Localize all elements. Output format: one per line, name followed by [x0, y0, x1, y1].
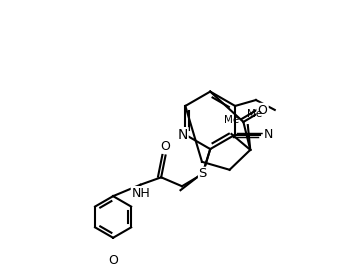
Text: NH: NH	[132, 187, 151, 200]
Text: O: O	[161, 140, 170, 153]
Text: Me: Me	[224, 115, 239, 125]
Text: N: N	[178, 128, 188, 142]
Text: O: O	[108, 254, 118, 265]
Text: O: O	[258, 104, 268, 117]
Text: S: S	[199, 167, 207, 180]
Text: N: N	[264, 128, 273, 141]
Text: S: S	[199, 170, 207, 183]
Text: Me: Me	[247, 109, 262, 119]
